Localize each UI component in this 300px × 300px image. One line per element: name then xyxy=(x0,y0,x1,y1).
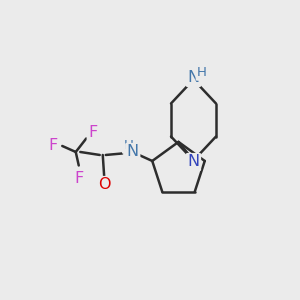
Text: N: N xyxy=(127,145,139,160)
Text: F: F xyxy=(88,125,98,140)
Text: H: H xyxy=(197,66,207,80)
Text: F: F xyxy=(74,172,83,187)
Text: N: N xyxy=(188,70,200,86)
Text: F: F xyxy=(48,139,57,154)
Text: N: N xyxy=(188,154,200,169)
Text: H: H xyxy=(123,140,133,152)
Text: O: O xyxy=(98,178,110,193)
